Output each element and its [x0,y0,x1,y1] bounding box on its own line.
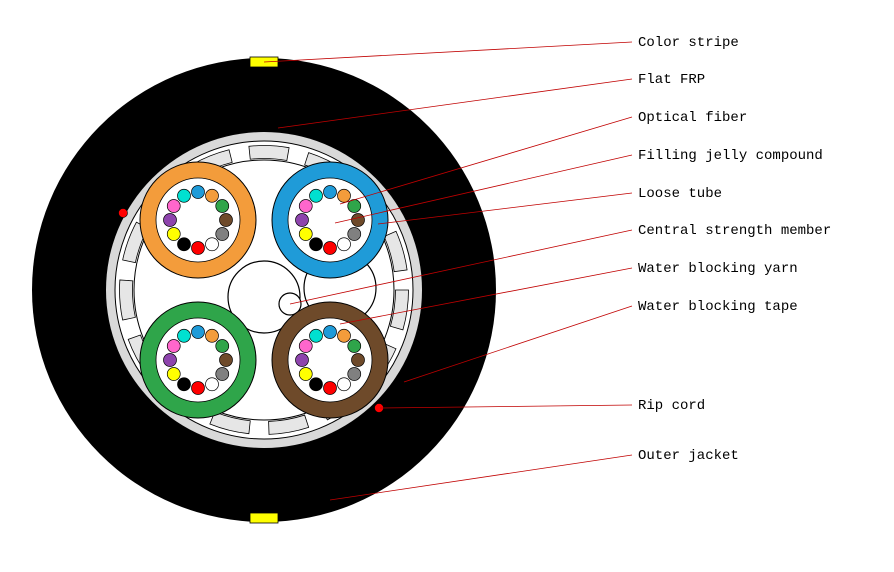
optical-fiber [324,382,337,395]
optical-fiber [167,200,180,213]
optical-fiber [220,354,233,367]
label-rip-cord: Rip cord [638,398,705,414]
optical-fiber [216,340,229,353]
optical-fiber [338,378,351,391]
optical-fiber [192,186,205,199]
optical-fiber [206,329,219,342]
optical-fiber [216,200,229,213]
optical-fiber [220,214,233,227]
color-stripe [250,513,278,523]
optical-fiber [167,228,180,241]
optical-fiber [206,378,219,391]
optical-fiber [310,378,323,391]
optical-fiber [178,329,191,342]
optical-fiber [338,329,351,342]
optical-fiber [348,340,361,353]
optical-fiber [324,186,337,199]
optical-fiber [324,242,337,255]
optical-fiber [352,354,365,367]
optical-fiber [352,214,365,227]
optical-fiber [296,354,309,367]
label-water-blocking-tape: Water blocking tape [638,299,798,315]
rip-cord [119,209,128,218]
optical-fiber [216,368,229,381]
optical-fiber [338,189,351,202]
optical-fiber [338,238,351,251]
optical-fiber [310,189,323,202]
label-color-stripe: Color stripe [638,35,739,51]
optical-fiber [324,326,337,339]
optical-fiber [206,189,219,202]
label-central-strength-member: Central strength member [638,223,831,239]
optical-fiber [192,326,205,339]
optical-fiber [164,214,177,227]
optical-fiber [310,329,323,342]
optical-fiber [167,340,180,353]
optical-fiber [310,238,323,251]
optical-fiber [296,214,309,227]
optical-fiber [178,238,191,251]
optical-fiber [192,382,205,395]
optical-fiber [299,340,312,353]
label-outer-jacket: Outer jacket [638,448,739,464]
optical-fiber [299,200,312,213]
label-loose-tube: Loose tube [638,186,722,202]
optical-fiber [299,228,312,241]
optical-fiber [178,378,191,391]
optical-fiber [216,228,229,241]
optical-fiber [299,368,312,381]
leader-line [264,42,632,62]
optical-fiber [348,368,361,381]
optical-fiber [164,354,177,367]
label-optical-fiber: Optical fiber [638,110,747,126]
label-flat-frp: Flat FRP [638,72,705,88]
optical-fiber [167,368,180,381]
optical-fiber [348,228,361,241]
label-water-blocking-yarn: Water blocking yarn [638,261,798,277]
optical-fiber [192,242,205,255]
optical-fiber [178,189,191,202]
optical-fiber [206,238,219,251]
label-filling-jelly-compound: Filling jelly compound [638,148,823,164]
